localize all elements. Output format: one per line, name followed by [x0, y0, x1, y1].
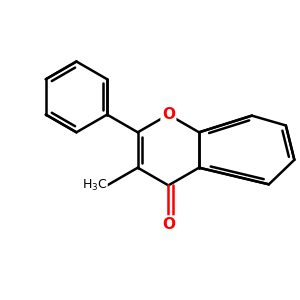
Text: O: O	[162, 107, 175, 122]
Text: H$_3$C: H$_3$C	[82, 178, 107, 193]
Text: O: O	[162, 217, 175, 232]
